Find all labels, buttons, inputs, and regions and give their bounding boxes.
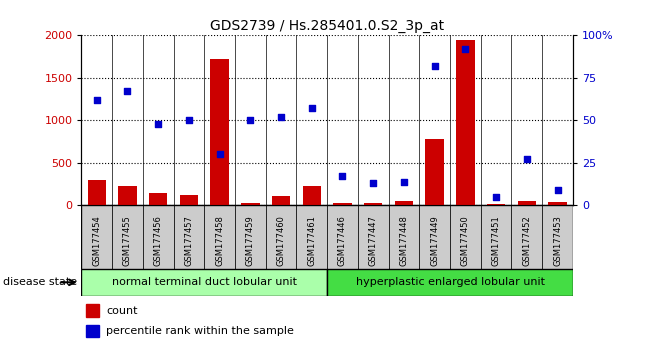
Bar xyxy=(333,203,352,205)
Point xyxy=(153,121,163,127)
Text: GSM177458: GSM177458 xyxy=(215,215,224,266)
Bar xyxy=(210,59,229,205)
Point xyxy=(552,187,562,193)
Bar xyxy=(87,304,98,317)
Title: GDS2739 / Hs.285401.0.S2_3p_at: GDS2739 / Hs.285401.0.S2_3p_at xyxy=(210,19,444,33)
Text: count: count xyxy=(106,306,137,316)
Text: GSM177447: GSM177447 xyxy=(368,215,378,266)
Point xyxy=(368,181,378,186)
Bar xyxy=(419,205,450,269)
Bar xyxy=(512,205,542,269)
Text: disease state: disease state xyxy=(3,277,77,287)
Bar xyxy=(548,202,567,205)
Point xyxy=(491,194,501,200)
Bar xyxy=(149,193,167,205)
Bar xyxy=(518,201,536,205)
Bar xyxy=(272,196,290,205)
Point xyxy=(430,63,440,69)
Text: percentile rank within the sample: percentile rank within the sample xyxy=(106,326,294,336)
Bar xyxy=(327,269,573,296)
Point xyxy=(184,118,194,123)
Bar xyxy=(112,205,143,269)
Bar xyxy=(241,203,260,205)
Text: GSM177448: GSM177448 xyxy=(400,215,408,266)
Bar xyxy=(143,205,174,269)
Text: GSM177455: GSM177455 xyxy=(123,215,132,266)
Bar xyxy=(456,40,475,205)
Text: GSM177450: GSM177450 xyxy=(461,215,470,266)
Point xyxy=(214,152,225,157)
Bar xyxy=(450,205,480,269)
Text: GSM177460: GSM177460 xyxy=(277,215,286,266)
Point xyxy=(460,46,471,52)
Bar xyxy=(389,205,419,269)
Bar xyxy=(204,205,235,269)
Bar xyxy=(81,205,112,269)
Point xyxy=(92,97,102,103)
Point xyxy=(337,173,348,179)
Text: GSM177451: GSM177451 xyxy=(492,215,501,266)
Bar xyxy=(364,203,382,205)
Text: GSM177446: GSM177446 xyxy=(338,215,347,266)
Bar xyxy=(480,205,512,269)
Bar xyxy=(180,195,198,205)
Bar xyxy=(87,325,98,337)
Bar xyxy=(118,186,137,205)
Text: GSM177452: GSM177452 xyxy=(522,215,531,266)
Text: GSM177454: GSM177454 xyxy=(92,215,102,266)
Bar xyxy=(542,205,573,269)
Text: normal terminal duct lobular unit: normal terminal duct lobular unit xyxy=(112,277,297,287)
Bar xyxy=(327,205,358,269)
Text: hyperplastic enlarged lobular unit: hyperplastic enlarged lobular unit xyxy=(355,277,544,287)
Point xyxy=(521,156,532,162)
Text: GSM177459: GSM177459 xyxy=(246,215,255,266)
Bar xyxy=(426,139,444,205)
Point xyxy=(122,88,133,94)
Bar xyxy=(266,205,296,269)
Bar xyxy=(87,180,106,205)
Bar xyxy=(81,269,327,296)
Text: GSM177457: GSM177457 xyxy=(184,215,193,266)
Point xyxy=(276,114,286,120)
Bar xyxy=(235,205,266,269)
Text: GSM177461: GSM177461 xyxy=(307,215,316,266)
Bar xyxy=(174,205,204,269)
Bar xyxy=(395,201,413,205)
Bar xyxy=(358,205,389,269)
Text: GSM177449: GSM177449 xyxy=(430,215,439,266)
Bar xyxy=(296,205,327,269)
Point xyxy=(398,179,409,184)
Point xyxy=(245,118,256,123)
Bar xyxy=(303,186,321,205)
Text: GSM177456: GSM177456 xyxy=(154,215,163,266)
Point xyxy=(307,105,317,111)
Text: GSM177453: GSM177453 xyxy=(553,215,562,266)
